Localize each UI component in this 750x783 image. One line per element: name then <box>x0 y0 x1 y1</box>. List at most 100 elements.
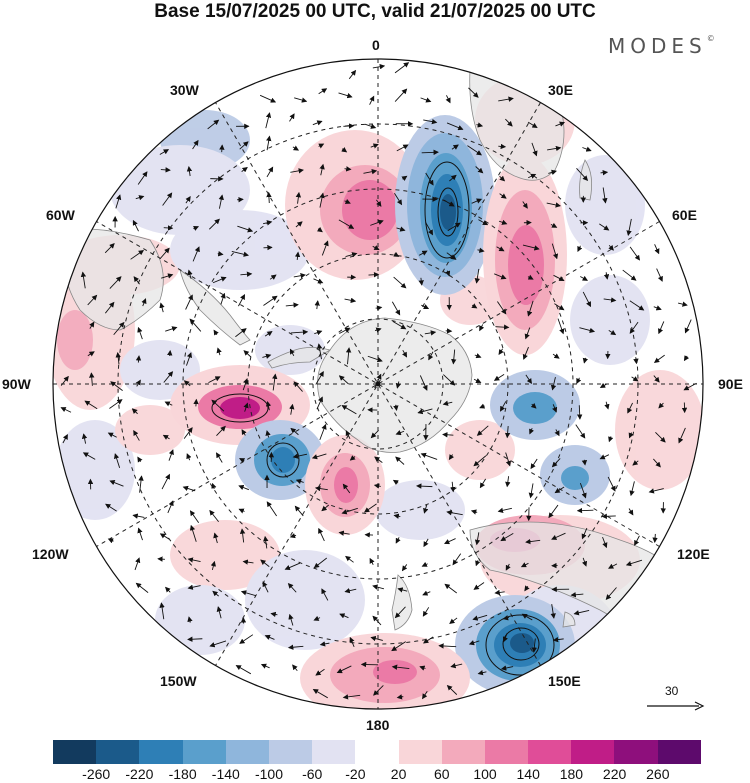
wind-vector <box>446 252 457 260</box>
wind-vector <box>444 538 456 545</box>
colorbar-tick-label: 20 <box>390 766 407 782</box>
wind-vector <box>449 174 457 182</box>
wind-vector <box>628 432 634 439</box>
wind-vector <box>240 271 253 277</box>
wind-vector <box>338 219 355 229</box>
wind-vector <box>475 560 481 567</box>
wind-vector <box>420 97 432 103</box>
wind-vector <box>81 433 88 444</box>
wind-vector <box>520 562 529 568</box>
wind-vector <box>446 684 458 695</box>
wind-vector <box>290 427 299 436</box>
colorbar-tick-label: -20 <box>345 766 366 782</box>
wind-vector <box>422 590 431 596</box>
wind-vector <box>421 149 439 156</box>
wind-vector <box>678 301 688 307</box>
wind-vector <box>423 538 429 548</box>
wind-vector <box>422 607 430 617</box>
wind-vector <box>294 251 301 260</box>
wind-vector <box>239 634 254 644</box>
wind-vector <box>470 509 478 515</box>
colorbar-swatch <box>528 740 572 764</box>
wind-vector <box>167 349 173 356</box>
wind-vector <box>113 453 121 469</box>
wind-vector <box>135 195 145 201</box>
wind-vector <box>477 670 487 676</box>
wind-vector <box>529 427 535 435</box>
wind-vector <box>418 277 424 286</box>
wind-vector <box>419 375 428 391</box>
wind-vector <box>421 304 430 310</box>
wind-vector <box>557 318 565 335</box>
wind-vector <box>211 482 217 490</box>
wind-vector <box>84 400 98 410</box>
wind-vector <box>349 636 355 648</box>
wind-vector <box>313 557 328 569</box>
wind-vector <box>528 173 537 179</box>
wind-vector <box>582 291 591 308</box>
wind-vector <box>207 119 220 130</box>
wind-vector <box>548 504 559 519</box>
wind-vector <box>135 582 149 593</box>
colorbar-swatch <box>225 740 269 764</box>
wind-vector <box>316 226 323 233</box>
wind-vector <box>474 353 482 359</box>
wind-vector <box>527 121 538 128</box>
wind-vector <box>576 377 582 384</box>
wind-vector <box>654 244 660 255</box>
wind-vector <box>159 602 165 620</box>
wind-vector <box>684 319 692 334</box>
wind-vector <box>321 240 329 256</box>
wind-vector <box>187 584 201 590</box>
wind-vector <box>294 97 308 103</box>
wind-vector <box>238 294 246 307</box>
wind-vector <box>319 192 325 208</box>
wind-vector <box>60 407 72 413</box>
wind-vector <box>528 483 534 499</box>
colorbar-tick-label: 100 <box>473 766 497 782</box>
wind-vector <box>216 606 222 619</box>
wind-vector <box>209 640 227 648</box>
wind-vector <box>287 582 297 593</box>
wind-vector <box>471 303 478 309</box>
wind-vector <box>552 353 560 359</box>
wind-vector <box>231 250 250 257</box>
wind-vector <box>550 604 556 619</box>
wind-vector <box>321 588 329 601</box>
wind-vector <box>132 219 139 232</box>
wind-vector <box>683 355 690 362</box>
wind-vector <box>338 375 349 385</box>
wind-vector <box>104 242 115 254</box>
wind-vector <box>425 172 434 186</box>
wind-vector <box>581 557 588 567</box>
brand-text: MODES <box>608 34 707 58</box>
wind-vector <box>683 382 697 391</box>
wind-vector <box>157 556 165 562</box>
label-120e: 120E <box>677 546 710 562</box>
wind-vector <box>655 431 666 443</box>
wind-vector <box>241 166 248 173</box>
wind-vector <box>548 169 557 175</box>
wind-vector <box>192 225 200 231</box>
wind-vector <box>500 532 514 542</box>
wind-vector <box>372 615 382 626</box>
wind-vector <box>163 371 174 383</box>
wind-vector <box>473 582 485 590</box>
wind-vector <box>216 347 222 356</box>
wind-vector <box>104 301 115 314</box>
wind-vector <box>80 271 87 289</box>
wind-vector <box>239 528 246 543</box>
contours <box>211 161 555 676</box>
wind-vector <box>312 689 328 699</box>
wind-vector <box>133 276 140 285</box>
wind-vector <box>494 589 505 596</box>
wind-vector <box>243 402 249 412</box>
wind-vector <box>164 401 173 407</box>
wind-vector <box>394 193 403 206</box>
colorbar <box>53 740 701 764</box>
wind-vector <box>186 352 192 366</box>
colorbar-tick-label: -60 <box>302 766 323 782</box>
label-60w: 60W <box>46 207 75 223</box>
wind-vector <box>395 456 405 465</box>
wind-vector <box>581 459 588 466</box>
